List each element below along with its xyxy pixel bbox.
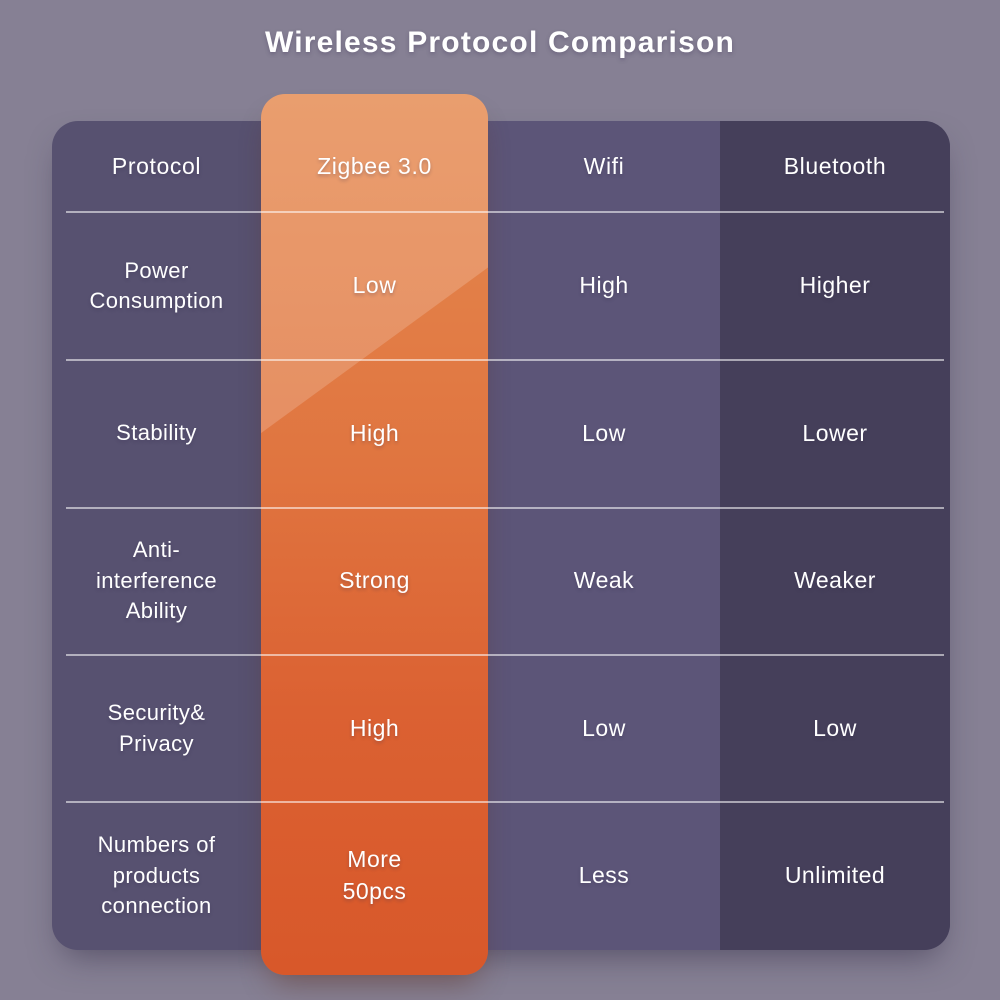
cell-power-bluetooth: Higher	[799, 272, 871, 299]
cell-security-zigbee: High	[349, 714, 400, 741]
cell-stability-wifi: Low	[582, 419, 626, 446]
zigbee-highlight-column	[261, 94, 488, 975]
wifi-column-background	[488, 121, 720, 950]
cell-stability-bluetooth: Lower	[802, 419, 868, 446]
row-divider	[66, 654, 944, 656]
row-label-power-consumption: Power Consumption	[89, 257, 224, 313]
cell-power-wifi: High	[579, 272, 629, 299]
column-header-zigbee: Zigbee 3.0	[317, 152, 432, 179]
cell-connection-wifi: Less	[578, 862, 630, 889]
cell-interference-bluetooth: Weaker	[794, 567, 876, 594]
cell-connection-bluetooth: Unlimited	[784, 862, 886, 889]
cell-power-zigbee: Low	[352, 272, 397, 299]
row-label-security-privacy: Security& Privacy	[107, 700, 206, 756]
row-label-products-connection: Numbers of products connection	[97, 832, 216, 919]
column-header-wifi: Wifi	[583, 152, 625, 179]
row-label-stability: Stability	[116, 420, 197, 446]
column-header-bluetooth: Bluetooth	[783, 152, 887, 179]
column-header-protocol: Protocol	[111, 152, 202, 179]
row-label-anti-interference: Anti- interference Ability	[96, 537, 217, 624]
comparison-table: Protocol Zigbee 3.0 Wifi Bluetooth Power…	[52, 121, 950, 950]
row-divider	[66, 211, 944, 213]
cell-security-wifi: Low	[582, 714, 626, 741]
cell-security-bluetooth: Low	[813, 714, 857, 741]
row-divider	[66, 359, 944, 361]
row-divider	[66, 507, 944, 509]
cell-connection-zigbee: More 50pcs	[342, 846, 407, 904]
cell-interference-wifi: Weak	[573, 567, 635, 594]
cell-stability-zigbee: High	[349, 419, 400, 446]
cell-interference-zigbee: Strong	[339, 567, 410, 594]
comparison-table-card	[52, 121, 950, 950]
page-title: Wireless Protocol Comparison	[264, 26, 736, 59]
bluetooth-column-background	[720, 121, 950, 950]
row-divider	[66, 801, 944, 803]
